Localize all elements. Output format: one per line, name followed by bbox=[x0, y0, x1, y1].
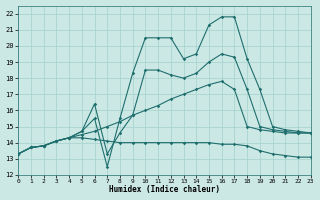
X-axis label: Humidex (Indice chaleur): Humidex (Indice chaleur) bbox=[109, 185, 220, 194]
